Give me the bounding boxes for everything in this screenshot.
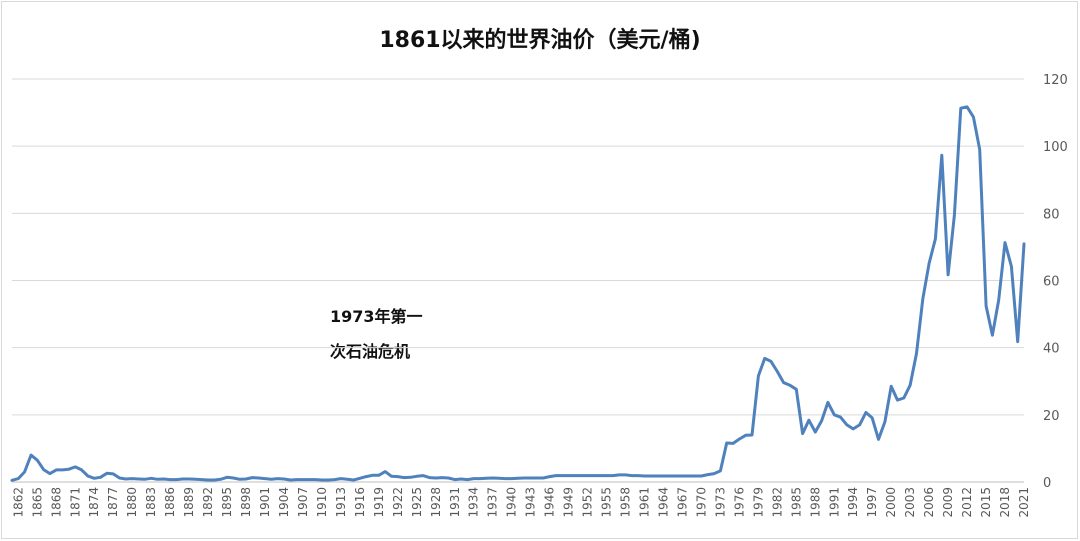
x-tick-label-1865: 1865 [30,487,44,518]
x-tick-label-1886: 1886 [163,487,177,518]
x-tick-label-1985: 1985 [789,487,803,518]
x-tick-label-1892: 1892 [201,487,215,518]
x-tick-label-1895: 1895 [220,487,234,518]
oil-price-line [10,105,1026,482]
x-tick-label-1901: 1901 [258,487,272,518]
x-tick-label-1952: 1952 [581,487,595,518]
x-tick-label-1958: 1958 [619,487,633,518]
x-tick-label-1883: 1883 [144,487,158,518]
x-tick-label-2003: 2003 [903,487,917,518]
y-tick-label-20: 20 [1043,409,1060,424]
annotation-line-2: 次石油危机 [330,342,411,361]
x-tick-label-1913: 1913 [334,487,348,518]
x-tick-label-1919: 1919 [372,487,386,518]
x-tick-label-1976: 1976 [732,487,746,518]
y-tick-label-60: 60 [1043,275,1060,290]
x-tick-label-1991: 1991 [827,487,841,518]
x-tick-label-2000: 2000 [884,487,898,518]
y-tick-label-80: 80 [1043,207,1060,222]
x-tick-label-1871: 1871 [68,487,82,518]
x-tick-label-2009: 2009 [941,487,955,518]
x-tick-label-1946: 1946 [543,487,557,518]
x-tick-label-1868: 1868 [49,487,63,518]
y-tick-label-0: 0 [1043,476,1051,491]
x-tick-label-1862: 1862 [11,487,25,518]
x-tick-label-1970: 1970 [694,487,708,518]
x-tick-label-1931: 1931 [448,487,462,518]
x-tick-label-1907: 1907 [296,487,310,518]
x-tick-label-1880: 1880 [125,487,139,518]
x-tick-label-1964: 1964 [656,487,670,518]
x-tick-label-1934: 1934 [467,487,481,518]
x-tick-label-1982: 1982 [770,487,784,518]
x-tick-label-1979: 1979 [751,487,765,518]
x-tick-label-1943: 1943 [524,487,538,518]
x-tick-label-1937: 1937 [486,487,500,518]
x-tick-label-2006: 2006 [922,487,936,518]
x-tick-label-2021: 2021 [1017,487,1031,518]
x-tick-label-1994: 1994 [846,487,860,518]
y-tick-label-100: 100 [1043,140,1068,155]
x-tick-label-1997: 1997 [865,487,879,518]
x-tick-label-1910: 1910 [315,487,329,518]
x-tick-label-1925: 1925 [410,487,424,518]
annotation-line-1: 1973年第一 [330,307,423,326]
x-tick-label-2012: 2012 [960,487,974,518]
x-tick-label-1916: 1916 [353,487,367,518]
x-tick-label-1961: 1961 [638,487,652,518]
x-tick-label-1940: 1940 [505,487,519,518]
x-tick-label-1928: 1928 [429,487,443,518]
x-tick-label-1874: 1874 [87,487,101,518]
y-tick-label-120: 120 [1043,73,1068,88]
x-tick-label-1904: 1904 [277,487,291,518]
chart-title: 1861以来的世界油价（美元/桶) [379,28,701,53]
x-tick-label-2018: 2018 [998,487,1012,518]
x-tick-label-1889: 1889 [182,487,196,518]
x-tick-label-1973: 1973 [713,487,727,518]
x-tick-label-1967: 1967 [675,487,689,518]
x-tick-label-1949: 1949 [562,487,576,518]
x-tick-label-1988: 1988 [808,487,822,518]
x-tick-label-1955: 1955 [600,487,614,518]
x-tick-label-1922: 1922 [391,487,405,518]
x-tick-label-2015: 2015 [979,487,993,518]
x-tick-label-1898: 1898 [239,487,253,518]
y-tick-label-40: 40 [1043,342,1060,357]
x-tick-label-1877: 1877 [106,487,120,518]
